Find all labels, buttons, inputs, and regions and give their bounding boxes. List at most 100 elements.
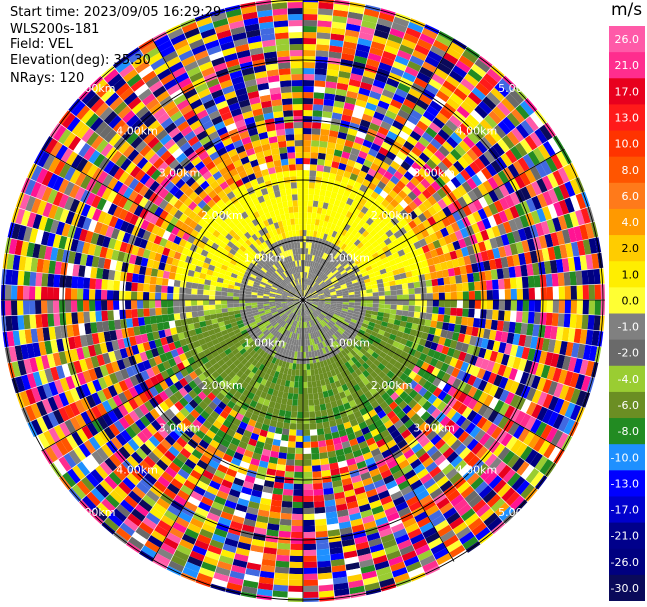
range-gate <box>227 300 234 304</box>
range-gate <box>530 471 545 488</box>
range-gate <box>274 165 283 173</box>
range-gate <box>36 200 47 216</box>
range-gate <box>322 359 329 367</box>
range-gate <box>11 223 21 240</box>
range-gate <box>563 313 571 328</box>
range-gate <box>300 315 303 322</box>
range-gate <box>275 294 282 297</box>
range-gate <box>195 429 206 440</box>
range-gate <box>300 321 302 328</box>
range-gate <box>303 417 310 424</box>
range-gate <box>303 339 306 346</box>
range-gate <box>164 450 176 462</box>
range-gate <box>384 354 392 363</box>
range-gate <box>371 341 380 348</box>
range-gate <box>312 471 322 478</box>
range-gate <box>251 218 259 227</box>
range-gate <box>80 175 92 190</box>
range-gate <box>17 225 27 241</box>
range-gate <box>291 307 297 312</box>
range-gate <box>288 164 296 171</box>
range-gate <box>457 430 470 443</box>
range-gate <box>278 146 288 154</box>
range-gate <box>336 137 346 146</box>
range-gate <box>178 353 188 362</box>
range-gate <box>315 62 328 70</box>
range-gate <box>278 536 291 544</box>
range-gate <box>58 300 66 313</box>
range-gate <box>103 68 119 83</box>
range-gate <box>287 392 294 400</box>
range-gate <box>211 221 220 230</box>
range-gate <box>350 443 361 453</box>
range-gate <box>156 497 171 510</box>
range-gate <box>161 278 169 286</box>
range-gate <box>266 406 274 414</box>
range-gate <box>166 83 181 96</box>
range-gate <box>420 361 430 371</box>
range-gate <box>233 159 243 169</box>
range-gate <box>216 281 223 288</box>
range-gate <box>380 495 393 506</box>
range-gate <box>296 182 303 189</box>
range-gate <box>263 293 270 297</box>
range-gate <box>181 55 196 67</box>
range-gate <box>230 134 241 143</box>
range-gate <box>390 561 406 572</box>
range-gate <box>478 347 487 359</box>
range-gate <box>215 286 222 292</box>
range-gate <box>367 395 376 404</box>
range-gate <box>464 512 480 527</box>
range-gate <box>274 358 281 366</box>
range-gate <box>325 438 334 447</box>
range-gate <box>303 471 313 479</box>
range-gate <box>326 184 334 192</box>
range-gate <box>339 526 353 535</box>
range-gate <box>306 321 309 328</box>
range-gate <box>308 399 315 406</box>
range-gate <box>267 269 274 275</box>
range-gate <box>257 588 273 597</box>
range-gate <box>214 295 222 300</box>
range-gate <box>184 27 200 39</box>
range-gate <box>236 370 244 378</box>
range-gate <box>291 519 303 526</box>
range-gate <box>130 78 145 92</box>
range-gate <box>136 481 150 495</box>
range-gate <box>289 319 293 325</box>
range-gate <box>523 360 533 374</box>
range-gate <box>186 474 199 486</box>
range-gate <box>107 310 114 321</box>
range-gate <box>211 338 220 346</box>
range-gate <box>366 532 381 542</box>
range-gate <box>52 409 65 425</box>
range-gate <box>337 300 343 302</box>
range-gate <box>303 489 314 496</box>
range-gate <box>257 252 265 259</box>
range-gate <box>389 28 405 39</box>
range-gate <box>272 311 279 316</box>
range-gate <box>311 242 315 250</box>
range-gate <box>259 259 267 266</box>
range-gate <box>89 278 97 290</box>
range-gate <box>546 366 557 381</box>
range-gate <box>397 539 412 550</box>
range-gate <box>345 328 352 334</box>
range-gate <box>346 500 359 510</box>
range-gate <box>23 285 30 300</box>
range-gate <box>426 482 440 495</box>
range-gate <box>325 315 332 320</box>
range-gate <box>275 469 285 477</box>
range-gate <box>427 50 443 63</box>
range-gate <box>303 284 305 291</box>
range-gate <box>305 339 308 346</box>
range-gate <box>144 378 154 389</box>
range-gate <box>295 302 300 307</box>
range-gate <box>293 297 300 300</box>
range-gate <box>332 9 349 18</box>
range-gate <box>337 345 344 352</box>
range-gate <box>186 33 203 45</box>
range-gate <box>440 362 450 373</box>
range-gate <box>293 236 297 243</box>
range-gate <box>323 306 330 310</box>
